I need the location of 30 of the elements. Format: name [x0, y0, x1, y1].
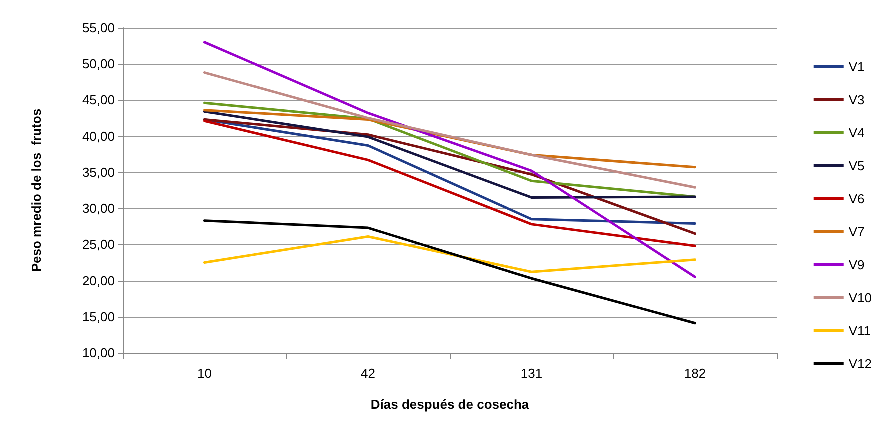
- legend-label: V9: [848, 258, 865, 272]
- y-tick-label: 40,00: [82, 128, 115, 144]
- y-tick-label: 45,00: [82, 92, 115, 108]
- legend-label: V11: [848, 324, 872, 338]
- x-tick-label: 131: [520, 366, 543, 381]
- y-tick-label: 10,00: [82, 346, 115, 360]
- legend-label: V4: [848, 126, 865, 140]
- y-tick-label: 50,00: [82, 56, 115, 72]
- y-tick-label: 35,00: [82, 164, 115, 180]
- legend-label: V6: [848, 192, 865, 206]
- legend-label: V1: [848, 60, 865, 74]
- legend-label: V3: [848, 92, 865, 108]
- x-axis-title: Días después de cosecha: [370, 397, 530, 412]
- y-tick-label: 55,00: [82, 20, 115, 36]
- legend-label: V5: [848, 158, 865, 174]
- legend-label: V7: [848, 224, 865, 240]
- line-series: [204, 72, 696, 189]
- line-series: [204, 235, 696, 274]
- line-series: [204, 41, 696, 278]
- y-tick-label: 15,00: [82, 309, 115, 324]
- line-series: [204, 220, 696, 325]
- legend-label: V12: [848, 356, 872, 372]
- x-tick-label: 182: [684, 366, 706, 381]
- legend-label: V10: [848, 290, 872, 306]
- y-axis-title: Peso mredio de los frutos: [29, 108, 44, 272]
- x-tick-label: 10: [198, 366, 212, 381]
- x-tick-label: 42: [361, 366, 376, 381]
- y-tick-label: 20,00: [82, 273, 115, 288]
- y-tick-label: 30,00: [82, 201, 115, 216]
- y-tick-label: 25,00: [82, 237, 115, 252]
